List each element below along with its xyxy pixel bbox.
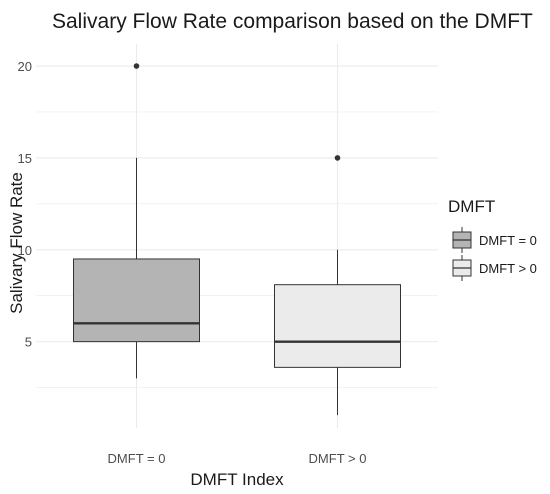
- box-body: [274, 284, 401, 368]
- y-tick-label: 10: [18, 243, 32, 258]
- y-tick-label: 15: [18, 151, 32, 166]
- box-dmft-positive: [274, 155, 401, 416]
- outlier-point: [334, 155, 341, 161]
- legend-label: DMFT = 0: [479, 233, 537, 248]
- x-tick-label: DMFT = 0: [108, 451, 166, 466]
- y-axis-title: Salivary Flow Rate: [7, 172, 26, 314]
- grid-lines: [36, 44, 438, 428]
- legend-items: DMFT = 0 DMFT > 0: [452, 227, 537, 281]
- y-tick-label: 5: [25, 335, 32, 350]
- x-axis-title: DMFT Index: [190, 470, 284, 489]
- box-series: [73, 63, 401, 416]
- legend: DMFT DMFT = 0 DMFT > 0: [448, 197, 537, 281]
- box-body: [73, 258, 200, 343]
- legend-item: DMFT = 0: [452, 227, 537, 253]
- legend-label: DMFT > 0: [479, 261, 537, 276]
- outlier-point: [133, 63, 140, 69]
- x-axis-ticks: DMFT = 0 DMFT > 0: [108, 451, 367, 466]
- chart-title: Salivary Flow Rate comparison based on t…: [52, 10, 533, 33]
- legend-title: DMFT: [448, 197, 495, 216]
- box-dmft-zero: [73, 63, 200, 379]
- y-axis-ticks: 5 10 15 20: [18, 59, 32, 350]
- y-tick-label: 20: [18, 59, 32, 74]
- x-tick-label: DMFT > 0: [309, 451, 367, 466]
- legend-item: DMFT > 0: [452, 255, 537, 281]
